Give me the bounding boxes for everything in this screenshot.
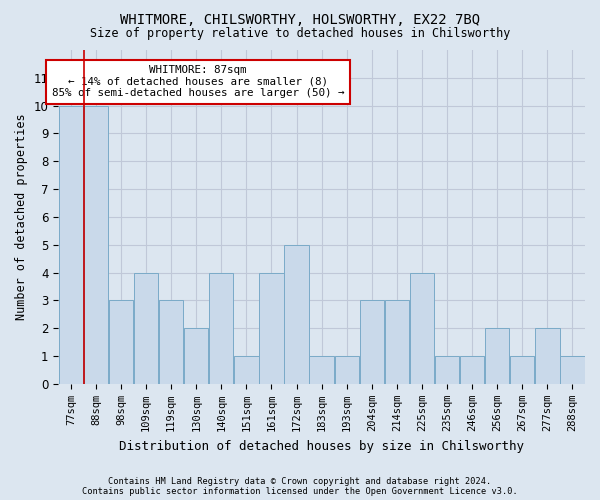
Bar — [84, 106, 108, 384]
Text: WHITMORE: 87sqm
← 14% of detached houses are smaller (8)
85% of semi-detached ho: WHITMORE: 87sqm ← 14% of detached houses… — [52, 65, 344, 98]
Text: Size of property relative to detached houses in Chilsworthy: Size of property relative to detached ho… — [90, 28, 510, 40]
Text: Contains public sector information licensed under the Open Government Licence v3: Contains public sector information licen… — [82, 487, 518, 496]
Bar — [209, 272, 233, 384]
Bar — [159, 300, 184, 384]
Bar — [359, 300, 384, 384]
Bar — [410, 272, 434, 384]
Bar — [234, 356, 259, 384]
Text: Contains HM Land Registry data © Crown copyright and database right 2024.: Contains HM Land Registry data © Crown c… — [109, 477, 491, 486]
Bar — [560, 356, 584, 384]
Bar — [310, 356, 334, 384]
Bar — [535, 328, 560, 384]
Text: WHITMORE, CHILSWORTHY, HOLSWORTHY, EX22 7BQ: WHITMORE, CHILSWORTHY, HOLSWORTHY, EX22 … — [120, 12, 480, 26]
Bar — [109, 300, 133, 384]
X-axis label: Distribution of detached houses by size in Chilsworthy: Distribution of detached houses by size … — [119, 440, 524, 452]
Bar — [134, 272, 158, 384]
Bar — [284, 245, 309, 384]
Bar — [59, 106, 83, 384]
Bar — [335, 356, 359, 384]
Bar — [435, 356, 459, 384]
Bar — [385, 300, 409, 384]
Bar — [510, 356, 535, 384]
Bar — [259, 272, 284, 384]
Bar — [485, 328, 509, 384]
Bar — [460, 356, 484, 384]
Bar — [184, 328, 208, 384]
Y-axis label: Number of detached properties: Number of detached properties — [15, 114, 28, 320]
